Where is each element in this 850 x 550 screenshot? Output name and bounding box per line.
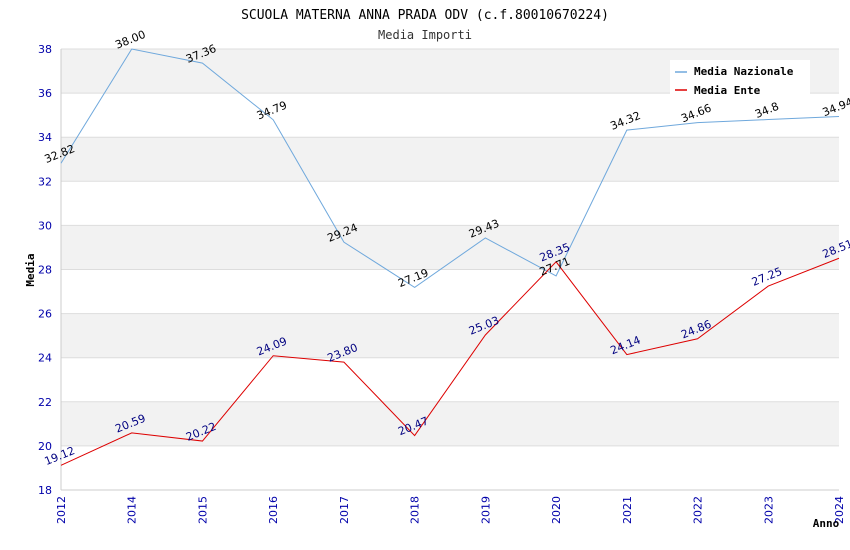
series-line-0: [60, 48, 840, 288]
y-tick-label: 34: [38, 131, 52, 144]
y-tick-label: 18: [38, 484, 52, 497]
series-line-1: [60, 257, 840, 466]
legend: Media Nazionale Media Ente: [670, 60, 810, 97]
y-tick-label: 20: [38, 440, 52, 453]
grid-band: [61, 401, 839, 446]
x-tick-label: 2017: [338, 496, 351, 524]
y-axis-label: Media: [24, 253, 37, 286]
chart-title: SCUOLA MATERNA ANNA PRADA ODV (c.f.80010…: [241, 8, 609, 23]
x-tick-label: 2022: [692, 496, 705, 524]
grid-band: [61, 137, 839, 182]
y-tick-label: 38: [38, 43, 52, 56]
x-tick-label: 2019: [479, 496, 492, 524]
x-tick-label: 2014: [126, 496, 139, 524]
grid-band: [61, 445, 839, 490]
y-tick-label: 30: [38, 219, 52, 232]
x-tick-label: 2024: [833, 496, 846, 524]
legend-label-nazionale: Media Nazionale: [694, 65, 794, 78]
x-tick-label: 2012: [55, 496, 68, 524]
x-axis-label: Anno: [813, 517, 840, 530]
grid-bands: [61, 49, 839, 490]
grid-band: [61, 313, 839, 358]
y-tick-label: 24: [38, 352, 52, 365]
y-tick-label: 32: [38, 175, 52, 188]
grid-band: [61, 357, 839, 402]
x-tick-label: 2021: [621, 496, 634, 524]
data-label: 38.00: [113, 28, 147, 52]
series-lines: [60, 48, 840, 466]
y-tick-label: 28: [38, 264, 52, 277]
grid-band: [61, 93, 839, 138]
x-tick-label: 2018: [409, 496, 422, 524]
x-tick-label: 2023: [762, 496, 775, 524]
y-tick-label: 22: [38, 396, 52, 409]
legend-label-ente: Media Ente: [694, 84, 761, 97]
y-axis-ticks: 18 20 22 24 26 28 30 32 34 36 38: [38, 43, 52, 497]
y-tick-label: 26: [38, 308, 52, 321]
x-axis-ticks: 2012 2014 2015 2016 2017 2018 2019 2020 2021 2022…: [55, 496, 846, 524]
y-tick-label: 36: [38, 87, 52, 100]
legend-box: [670, 60, 810, 94]
x-tick-label: 2016: [267, 496, 280, 524]
x-tick-label: 2020: [550, 496, 563, 524]
grid-band: [61, 269, 839, 314]
grid-lines: [60, 48, 839, 491]
x-tick-label: 2015: [196, 496, 209, 524]
grid-band: [61, 181, 839, 226]
chart-subtitle: Media Importi: [378, 28, 472, 42]
